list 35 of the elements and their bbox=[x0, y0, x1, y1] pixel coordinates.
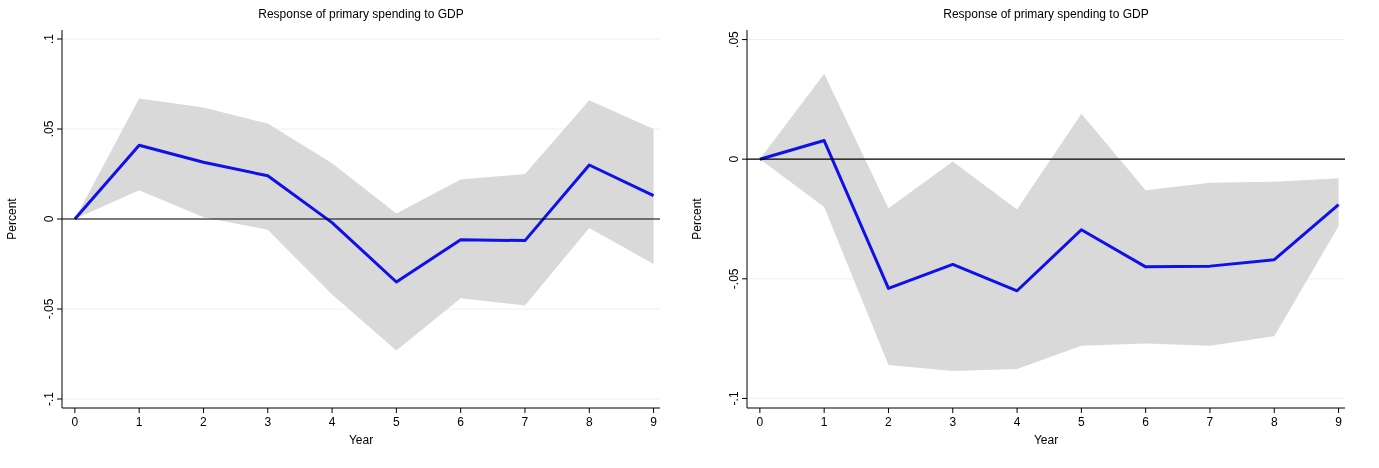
chart-title: Response of primary spending to GDP bbox=[943, 7, 1149, 21]
x-tick-label: 2 bbox=[885, 415, 893, 429]
x-tick-label: 6 bbox=[457, 415, 465, 429]
y-axis-title: Percent bbox=[5, 197, 19, 240]
x-tick-label: 1 bbox=[135, 415, 143, 429]
y-tick-label: -.05 bbox=[42, 298, 56, 320]
x-tick-label: 7 bbox=[521, 415, 529, 429]
y-axis-title: Percent bbox=[690, 197, 704, 240]
chart-title: Response of primary spending to GDP bbox=[258, 7, 464, 21]
x-tick-label: 0 bbox=[756, 415, 764, 429]
x-tick-label: 8 bbox=[585, 415, 593, 429]
y-tick-label: -.1 bbox=[727, 391, 741, 406]
x-tick-label: 3 bbox=[264, 415, 272, 429]
x-tick-label: 7 bbox=[1206, 415, 1214, 429]
x-tick-label: 5 bbox=[393, 415, 401, 429]
y-tick-label: -.1 bbox=[42, 391, 56, 407]
x-axis-title: Year bbox=[348, 433, 374, 447]
y-tick-label: .05 bbox=[42, 120, 56, 138]
x-tick-label: 2 bbox=[200, 415, 208, 429]
y-tick-label: .1 bbox=[42, 33, 56, 45]
x-tick-label: 9 bbox=[650, 415, 658, 429]
x-tick-label: 5 bbox=[1078, 415, 1086, 429]
x-axis-title: Year bbox=[1033, 433, 1059, 447]
x-tick-label: 3 bbox=[949, 415, 957, 429]
x-tick-label: 0 bbox=[71, 415, 79, 429]
x-tick-label: 8 bbox=[1270, 415, 1278, 429]
x-tick-label: 9 bbox=[1335, 415, 1343, 429]
x-tick-label: 4 bbox=[1013, 415, 1021, 429]
x-tick-label: 4 bbox=[328, 415, 336, 429]
y-tick-label: 0 bbox=[727, 155, 741, 163]
x-tick-label: 1 bbox=[820, 415, 828, 429]
y-tick-label: .05 bbox=[727, 30, 741, 48]
x-tick-label: 6 bbox=[1142, 415, 1150, 429]
y-tick-label: -.05 bbox=[727, 268, 741, 290]
y-tick-label: 0 bbox=[42, 215, 56, 223]
